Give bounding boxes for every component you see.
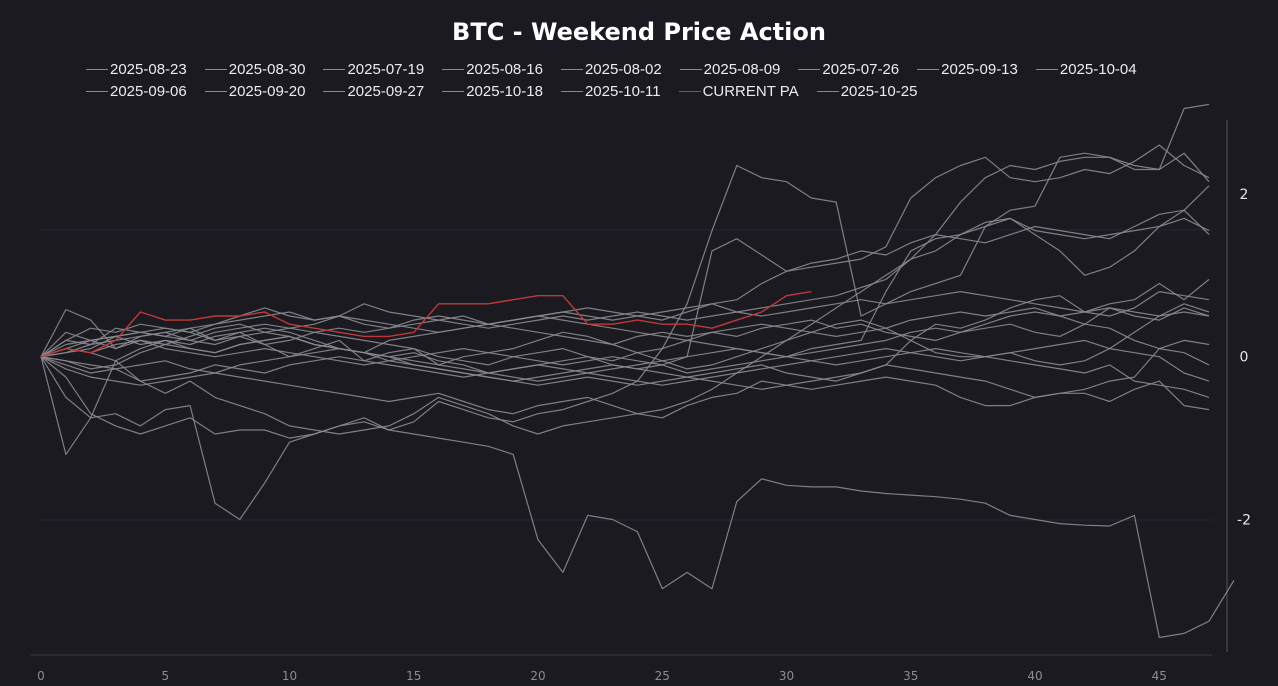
series-line-2025-10-04[interactable] bbox=[40, 327, 1210, 398]
legend-label: 2025-08-16 bbox=[466, 61, 543, 78]
series-line-envelope-high[interactable] bbox=[40, 144, 1210, 358]
legend-swatch bbox=[917, 69, 940, 70]
y-tick-labels: 2 0 -2 bbox=[1237, 187, 1251, 529]
legend-label: 2025-10-18 bbox=[466, 83, 543, 100]
legend-label: 2025-09-20 bbox=[228, 83, 306, 100]
legend-label: 2025-07-26 bbox=[822, 61, 900, 78]
legend-label: 2025-09-27 bbox=[347, 83, 425, 100]
x-tick-labels: 0 5 10 15 20 25 30 35 40 45 bbox=[37, 669, 1167, 683]
legend-item-2025-10-18[interactable]: 2025-10-18 bbox=[442, 82, 543, 101]
legend-item-2025-08-09[interactable]: 2025-08-09 bbox=[679, 60, 781, 79]
legend: 2025-08-23 2025-08-30 2025-07-19 2025-08-16… bbox=[86, 60, 1206, 101]
y-tick-label: -2 bbox=[1237, 513, 1251, 529]
series-line-2025-08-30[interactable] bbox=[40, 278, 1210, 455]
legend-item-2025-07-19[interactable]: 2025-07-19 bbox=[323, 60, 424, 79]
x-tick-label: 30 bbox=[779, 669, 794, 683]
series-line-2025-09-20[interactable] bbox=[40, 348, 1210, 411]
legend-swatch bbox=[442, 91, 465, 92]
legend-swatch bbox=[679, 69, 702, 70]
legend-label: 2025-10-25 bbox=[840, 83, 918, 100]
legend-label: 2025-08-02 bbox=[584, 61, 662, 78]
legend-label: 2025-08-09 bbox=[703, 61, 781, 78]
series-line-2025-07-26[interactable] bbox=[40, 291, 1210, 358]
series-line-2025-10-18[interactable] bbox=[40, 185, 1210, 415]
x-tick-label: 25 bbox=[655, 669, 670, 683]
legend-swatch bbox=[323, 69, 346, 70]
legend-item-2025-09-27[interactable]: 2025-09-27 bbox=[323, 82, 424, 101]
legend-item-2025-10-25[interactable]: 2025-10-25 bbox=[816, 82, 918, 101]
legend-item-2025-08-02[interactable]: 2025-08-02 bbox=[560, 60, 662, 79]
legend-swatch bbox=[204, 91, 227, 92]
legend-item-2025-08-23[interactable]: 2025-08-23 bbox=[86, 60, 187, 79]
legend-label: CURRENT PA bbox=[702, 83, 799, 100]
chart-title: BTC - Weekend Price Action bbox=[452, 18, 826, 46]
x-tick-label: 20 bbox=[530, 669, 545, 683]
legend-swatch bbox=[442, 69, 465, 70]
x-tick-label: 5 bbox=[161, 669, 169, 683]
legend-swatch bbox=[1035, 69, 1058, 70]
legend-label: 2025-09-13 bbox=[941, 61, 1018, 78]
legend-swatch bbox=[678, 91, 701, 92]
legend-item-current-pa[interactable]: CURRENT PA bbox=[678, 82, 799, 101]
legend-swatch bbox=[560, 69, 583, 70]
legend-item-2025-10-11[interactable]: 2025-10-11 bbox=[560, 82, 661, 101]
x-tick-label: 0 bbox=[37, 669, 45, 683]
legend-swatch bbox=[560, 91, 583, 92]
y-tick-label: 0 bbox=[1240, 350, 1249, 366]
legend-label: 2025-08-23 bbox=[110, 61, 187, 78]
y-tick-label: 2 bbox=[1240, 187, 1249, 203]
x-tick-label: 40 bbox=[1027, 669, 1042, 683]
series-group bbox=[40, 103, 1235, 639]
series-line-2025-10-25[interactable] bbox=[40, 303, 1210, 370]
legend-label: 2025-10-04 bbox=[1059, 61, 1137, 78]
legend-swatch bbox=[816, 91, 839, 92]
legend-item-2025-09-13[interactable]: 2025-09-13 bbox=[917, 60, 1018, 79]
legend-swatch bbox=[798, 69, 821, 70]
legend-item-2025-08-30[interactable]: 2025-08-30 bbox=[204, 60, 306, 79]
legend-swatch bbox=[323, 91, 346, 92]
series-line-2025-08-23[interactable] bbox=[40, 308, 1210, 366]
series-line-current-pa[interactable] bbox=[40, 290, 812, 358]
series-line-2025-10-11[interactable] bbox=[40, 209, 1210, 366]
legend-item-2025-09-20[interactable]: 2025-09-20 bbox=[204, 82, 306, 101]
series-line-2025-08-16[interactable] bbox=[40, 152, 1210, 521]
x-tick-label: 10 bbox=[282, 669, 297, 683]
x-tick-label: 35 bbox=[903, 669, 918, 683]
legend-label: 2025-07-19 bbox=[347, 61, 425, 78]
series-line-envelope-top[interactable] bbox=[40, 103, 1210, 358]
series-line-2025-07-19[interactable] bbox=[40, 356, 1235, 639]
legend-item-2025-07-26[interactable]: 2025-07-26 bbox=[798, 60, 899, 79]
legend-label: 2025-08-30 bbox=[228, 61, 306, 78]
legend-swatch bbox=[204, 69, 227, 70]
legend-swatch bbox=[86, 91, 108, 92]
legend-label: 2025-09-06 bbox=[110, 83, 187, 100]
legend-item-2025-09-06[interactable]: 2025-09-06 bbox=[86, 82, 187, 101]
x-tick-label: 45 bbox=[1152, 669, 1167, 683]
legend-label: 2025-10-11 bbox=[584, 83, 661, 100]
legend-swatch bbox=[86, 69, 108, 70]
x-tick-label: 15 bbox=[406, 669, 421, 683]
legend-item-2025-08-16[interactable]: 2025-08-16 bbox=[442, 60, 543, 79]
series-line-2025-08-09[interactable] bbox=[40, 339, 1210, 386]
legend-item-2025-10-04[interactable]: 2025-10-04 bbox=[1035, 60, 1137, 79]
